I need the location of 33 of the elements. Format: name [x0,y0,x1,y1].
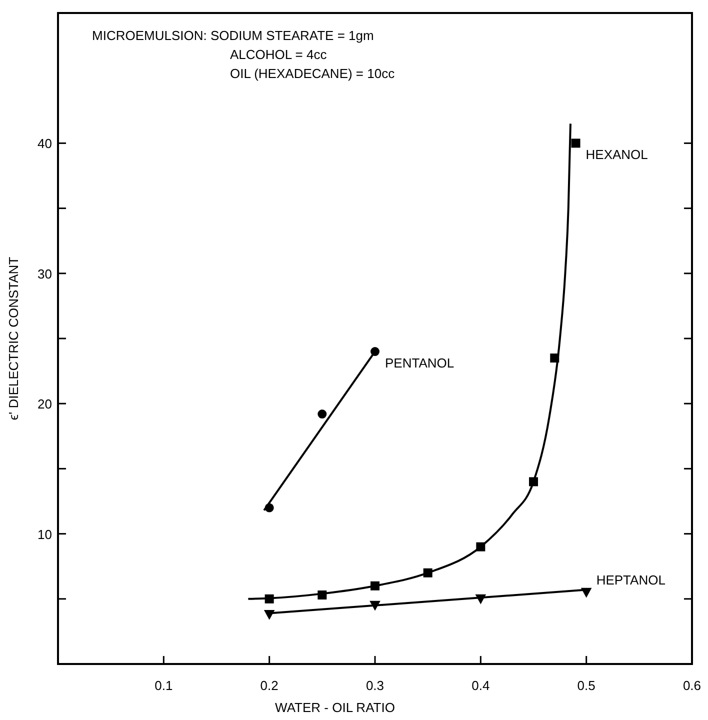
point [476,542,486,552]
point [370,347,380,356]
annotation: MICROEMULSION: SODIUM STEARATE = 1gm [92,28,374,43]
x-tick-label: 0.2 [260,678,278,693]
series-label: PENTANOL [385,356,454,371]
annotation: OIL (HEXADECANE) = 10cc [230,66,396,81]
point [264,594,274,604]
point [318,410,327,419]
point [550,354,560,363]
point [571,138,580,148]
x-tick-label: 0.1 [154,678,173,693]
series-label: HEPTANOL [596,572,666,588]
annotation: ALCOHOL = 4cc [230,47,328,62]
y-tick-label: 30 [38,266,52,282]
point [318,590,327,600]
y-tick-label: 10 [38,526,52,542]
y-axis-title: ϵ' DIELECTRIC CONSTANT [6,256,21,420]
point [580,588,592,598]
point [529,477,538,486]
point [264,610,275,620]
x-tick-label: 0.4 [472,678,490,693]
series-label: HEXANOL [586,147,648,162]
point [370,600,380,611]
point [475,594,486,604]
point [423,568,432,578]
x-axis-title: WATER - OIL RATIO [275,700,395,715]
x-tick-label: 0.6 [682,678,702,693]
y-tick-label: 20 [38,396,52,412]
x-tick-label: 0.3 [366,678,384,693]
y-tick-label: 40 [38,136,52,152]
x-tick-label: 0.5 [577,678,596,693]
point [370,581,380,590]
point [264,503,274,512]
